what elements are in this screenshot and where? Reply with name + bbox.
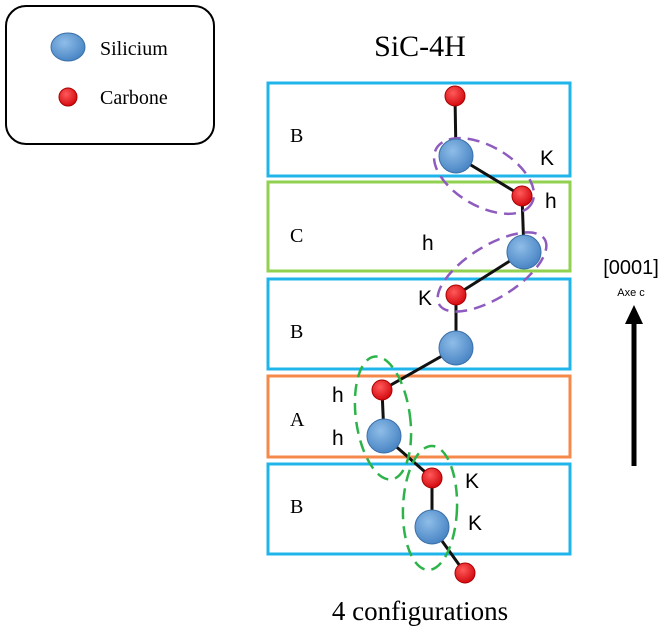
- axis-arrow-head: [625, 305, 643, 324]
- carbon-atom: [454, 562, 476, 584]
- carbon-atom: [444, 85, 466, 107]
- silicon-atom: [414, 509, 450, 545]
- green-dashed-ellipse: [353, 355, 413, 481]
- site-label-k: K: [468, 512, 482, 535]
- site-label-h: h: [332, 384, 344, 407]
- purple-dimer-groups: [432, 136, 548, 313]
- layer-box-b-top: [266, 81, 572, 178]
- carbon-atom: [511, 185, 533, 207]
- carbone-legend-swatch: [58, 87, 78, 107]
- layer-label-b-top: B: [290, 125, 303, 147]
- c-axis-indicator: [0001] Axe c: [603, 257, 659, 466]
- legend-carbone-label: Carbone: [100, 87, 168, 109]
- silicon-atom: [438, 330, 474, 366]
- carbon-atom: [421, 467, 443, 489]
- silicon-atom: [366, 418, 402, 454]
- layer-box-c: [266, 180, 572, 273]
- carbon-atom: [445, 284, 467, 306]
- layer-box-b-bottom: [266, 462, 572, 556]
- diagram-title: SiC-4H: [374, 30, 466, 63]
- axis-name-label: Axe c: [617, 287, 645, 299]
- layer-label-b-middle: B: [290, 321, 303, 343]
- layer-box-a: [266, 374, 572, 459]
- diagram-caption: 4 configurations: [332, 596, 508, 626]
- layer-stack: B C B A B: [266, 81, 572, 556]
- green-dimer-groups: [353, 355, 459, 572]
- site-label-k: K: [418, 287, 432, 310]
- carbon-atom: [371, 379, 393, 401]
- green-dashed-ellipse: [401, 444, 459, 572]
- silicon-atom: [506, 234, 542, 270]
- silicon-atom: [438, 138, 474, 174]
- axis-direction-label: [0001]: [603, 257, 659, 279]
- purple-dashed-ellipse: [432, 136, 536, 216]
- site-label-h: h: [545, 190, 557, 213]
- silicium-legend-swatch: [50, 32, 86, 62]
- layer-label-a: A: [290, 409, 305, 431]
- layer-label-c: C: [290, 225, 303, 247]
- layer-label-b-bottom: B: [290, 496, 303, 518]
- purple-dashed-ellipse: [436, 231, 548, 313]
- site-label-k: K: [540, 147, 554, 170]
- site-label-k: K: [465, 470, 479, 493]
- site-label-h: h: [332, 427, 344, 450]
- site-label-h: h: [422, 232, 434, 255]
- legend-silicium-label: Silicium: [100, 38, 168, 60]
- atoms: [366, 85, 542, 584]
- site-labels: K h h K h h K K: [332, 147, 557, 535]
- legend-box: [5, 5, 215, 145]
- legend: Silicium Carbone: [5, 5, 215, 145]
